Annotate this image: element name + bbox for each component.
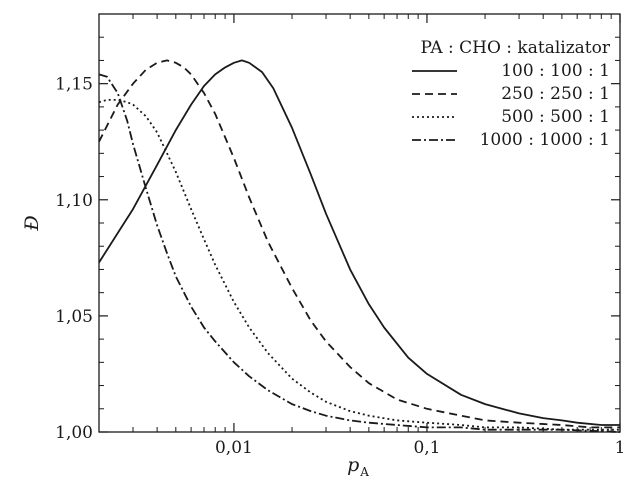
y-axis-label: Đ [21,215,43,231]
axis-ticks [98,14,621,433]
x-axis-label-subscript: A [359,465,369,479]
y-tick-label: 1,05 [55,307,93,327]
y-tick-label: 1,00 [55,423,93,443]
legend-label-2: 250 : 250 : 1 [501,84,610,104]
legend-title: PA : CHO : katalizator [420,38,610,58]
x-tick-label: 0,1 [413,438,440,458]
series-line-1 [98,59,620,426]
y-tick-label: 1,15 [55,75,93,95]
series-lines [98,59,621,433]
legend: PA : CHO : katalizator 100 : 100 : 1 250 … [412,38,611,150]
legend-label-4: 1000 : 1000 : 1 [480,130,610,150]
x-tick-label: 1 [615,438,625,458]
legend-label-1: 100 : 100 : 1 [501,61,610,81]
x-axis-label: pA [347,454,369,479]
axis-tick-labels: 0,01 0,1 1 1,00 1,05 1,10 1,15 [55,75,625,458]
series-line-4 [98,73,621,433]
series-line-3 [98,99,620,431]
x-tick-label: 0,01 [215,438,253,458]
series-line-2 [98,59,620,429]
legend-label-3: 500 : 500 : 1 [501,107,610,127]
y-tick-label: 1,10 [55,191,93,211]
x-axis-label-main: p [347,454,359,476]
